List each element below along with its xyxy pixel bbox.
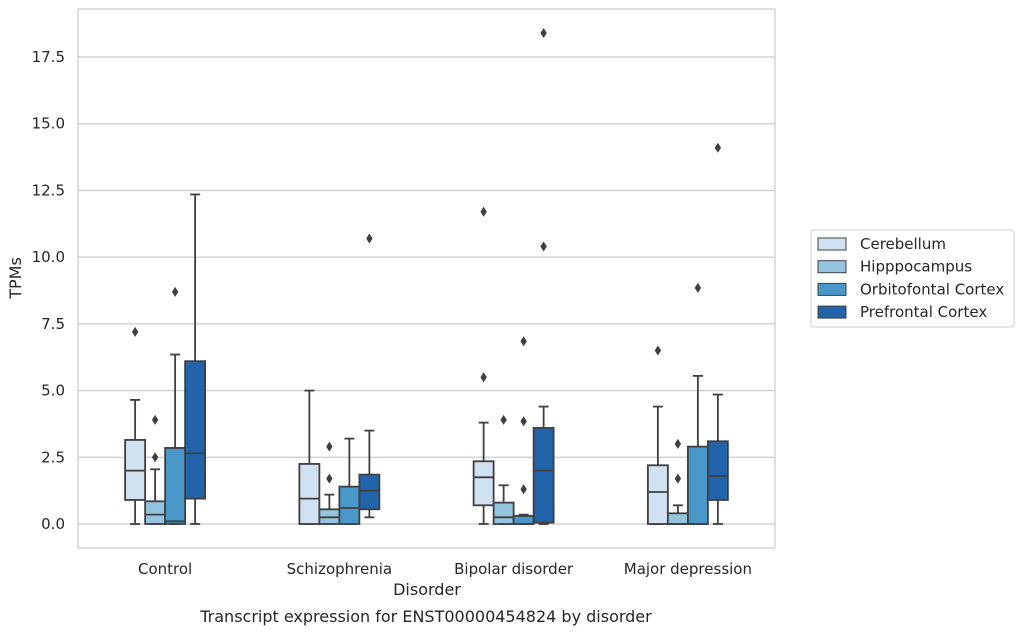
x-tick-label: Schizophrenia (287, 560, 392, 578)
outlier-point (694, 282, 702, 293)
box-body (184, 360, 207, 500)
outlier-point (326, 473, 333, 484)
outlier-point (366, 233, 373, 244)
outlier-point (151, 452, 159, 463)
outlier-point (480, 206, 487, 217)
y-tick-label: 5.0 (41, 382, 65, 400)
x-tick-label: Major depression (624, 560, 752, 578)
box-hipppocampus-0 (144, 414, 167, 525)
box-body (164, 447, 187, 525)
box-orbitofontal-cortex-0 (164, 286, 187, 525)
y-tick-label: 12.5 (32, 181, 65, 199)
legend-frame (810, 229, 1015, 328)
outlier-point (171, 286, 179, 297)
outlier-point (131, 326, 139, 337)
box-body (298, 463, 321, 525)
boxes (124, 28, 729, 525)
x-tick-labels: Control Schizophrenia Bipolar disorder Majo… (138, 560, 752, 578)
legend-swatch (817, 260, 847, 274)
box-hipppocampus-1 (318, 441, 341, 525)
box-cerebellum-0 (124, 326, 147, 525)
outlier-point (520, 336, 527, 347)
y-tick-label: 10.0 (32, 248, 65, 266)
y-tick-label: 7.5 (41, 315, 65, 333)
outlier-point (520, 416, 527, 427)
box-body (492, 501, 515, 525)
outlier-point (654, 345, 662, 356)
legend-label: Hipppocampus (860, 258, 972, 276)
plot-frame (77, 8, 776, 549)
box-cerebellum-3 (646, 345, 669, 525)
legend: Cerebellum Hipppocampus Orbitofontal Corte… (810, 229, 1015, 328)
legend-label: Cerebellum (860, 235, 946, 253)
y-tick-labels: 0.0 2.5 5.0 7.5 10.0 12.5 15.0 17.5 (32, 48, 65, 533)
outlier-point (500, 414, 507, 425)
x-tick-label: Bipolar disorder (454, 560, 574, 578)
outlier-point (151, 414, 159, 425)
box-body (666, 512, 689, 525)
outlier-point (520, 484, 527, 495)
box-body (646, 464, 669, 525)
outlier-point (540, 241, 547, 252)
x-tick-label: Control (138, 560, 192, 578)
box-body (686, 445, 709, 525)
y-tick-label: 0.0 (41, 515, 65, 533)
box-prefrontal-cortex-1 (358, 233, 381, 519)
outlier-point (674, 438, 682, 449)
box-hipppocampus-2 (492, 414, 515, 525)
y-axis-label: TPMs (6, 257, 25, 300)
legend-label: Orbitofontal Cortex (860, 280, 1004, 298)
box-body (338, 485, 361, 525)
legend-label: Prefrontal Cortex (860, 303, 987, 321)
x-axis-label: Disorder (393, 580, 461, 599)
box-body (144, 500, 167, 525)
y-tick-label: 17.5 (32, 48, 65, 66)
box-body (512, 515, 535, 525)
legend-swatch (817, 282, 847, 296)
outlier-point (540, 28, 547, 39)
box-body (706, 440, 729, 501)
box-body (532, 427, 555, 524)
box-prefrontal-cortex-3 (706, 142, 729, 525)
box-body (358, 473, 381, 511)
y-tick-label: 15.0 (32, 115, 65, 133)
box-prefrontal-cortex-2 (532, 28, 555, 525)
outlier-point (714, 142, 722, 153)
box-cerebellum-2 (472, 206, 495, 525)
chart-caption: Transcript expression for ENST0000045482… (199, 607, 652, 626)
outlier-point (480, 372, 487, 383)
outlier-point (674, 473, 682, 484)
outlier-point (326, 441, 333, 452)
legend-swatch (817, 305, 847, 319)
box-body (472, 460, 495, 507)
legend-swatch (817, 237, 847, 251)
y-tick-label: 2.5 (41, 448, 65, 466)
box-cerebellum-1 (298, 389, 321, 525)
box-prefrontal-cortex-0 (184, 193, 207, 525)
